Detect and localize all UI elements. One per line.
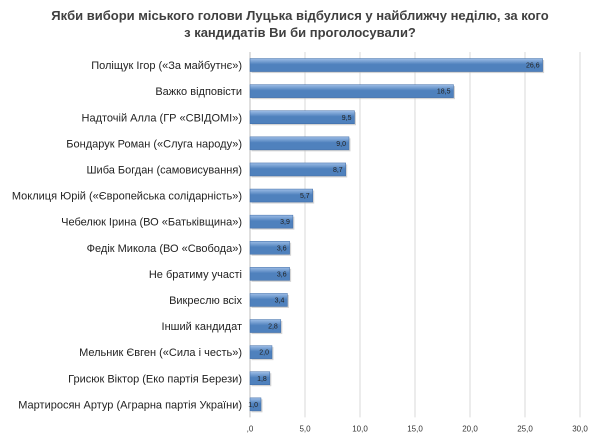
bars: 26,6 18,5 9,5 9,0 8,7 5,7 3,9 3,6 3,6 3,4 2,8 2,0 1,…	[248, 58, 545, 413]
chart-title-line-1: Якби вибори міського голови Луцька відбу…	[51, 8, 548, 23]
bar-value-label: 3,6	[277, 245, 287, 252]
category-label: Бондарук Роман («Слуга народу»)	[66, 138, 242, 150]
category-label: Викреслю всіх	[169, 295, 242, 307]
x-tick-label: 30,0	[572, 424, 588, 433]
bar-value-label: 26,6	[526, 63, 540, 70]
bar	[249, 241, 290, 255]
bar	[249, 136, 350, 151]
chart-title-line-2: з кандидатів Ви би проголосували?	[184, 25, 416, 40]
category-label: Не братиму участі	[149, 269, 242, 281]
bar-value-label: 3,4	[275, 297, 285, 304]
bar	[249, 110, 355, 124]
gridlines	[249, 52, 581, 418]
category-label: Чебелюк Ірина (ВО «Батьківщина»)	[61, 217, 242, 229]
bar-value-label: 5,7	[300, 193, 310, 200]
bar-value-label: 18,5	[437, 89, 451, 96]
category-label: Грисюк Віктор (Еко партія Берези)	[68, 373, 242, 385]
category-label: Важко відповісти	[155, 86, 242, 98]
bar	[249, 319, 282, 333]
bar	[249, 371, 271, 385]
category-label: Моклиця Юрій («Європейська солідарність»…	[12, 191, 242, 203]
x-axis-ticks: ,0 5,0 10,0 15,0 20,0 25,0 30,0	[247, 424, 589, 433]
bar	[249, 293, 288, 307]
category-label: Федік Микола (ВО «Свобода»)	[87, 243, 242, 255]
x-tick-label: 5,0	[299, 424, 311, 433]
bar	[249, 345, 273, 359]
bar	[249, 188, 313, 203]
x-tick-label: 15,0	[407, 424, 423, 433]
bar-value-label: 2,0	[259, 350, 269, 357]
bar-value-label: 3,9	[280, 219, 290, 226]
bar	[249, 84, 454, 98]
x-tick-label: ,0	[247, 424, 254, 433]
bar	[249, 58, 543, 72]
category-label: Поліщук Ігор («За майбутнє»)	[91, 60, 242, 72]
bar	[249, 214, 294, 229]
category-label: Мартиросян Артур (Аграрна партія України…	[18, 399, 242, 411]
bar-value-label: 2,8	[268, 324, 278, 331]
category-label: Мельник Євген («Сила і честь»)	[79, 347, 242, 359]
bar-value-label: 1,8	[257, 376, 267, 383]
bar-value-label: 9,0	[336, 141, 346, 148]
bar-value-label: 3,6	[277, 271, 287, 278]
category-label: Надточій Алла (ГР «СВІДОМІ»)	[82, 112, 242, 124]
x-tick-label: 10,0	[352, 424, 368, 433]
bar	[249, 162, 346, 177]
category-label: Шиба Богдан (самовисування)	[86, 164, 242, 176]
bar-value-label: 1,0	[248, 402, 258, 409]
bar	[249, 397, 262, 412]
category-label: Інший кандидат	[162, 321, 242, 333]
category-labels: Поліщук Ігор («За майбутнє») Важко відпов…	[12, 60, 243, 411]
x-tick-label: 25,0	[517, 424, 533, 433]
bar-value-label: 9,5	[342, 115, 352, 122]
bar-value-label: 8,7	[333, 167, 343, 174]
bar	[249, 267, 290, 281]
x-tick-label: 20,0	[462, 424, 478, 433]
